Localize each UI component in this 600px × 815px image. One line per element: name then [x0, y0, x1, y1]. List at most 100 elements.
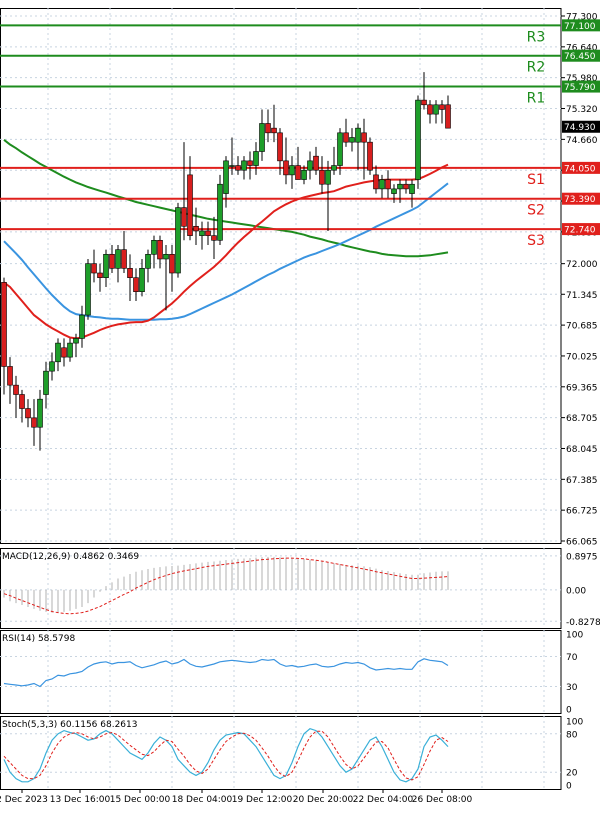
level-price-label: 77.100: [564, 22, 596, 32]
candle-body: [235, 165, 241, 171]
candle-body: [199, 230, 205, 236]
candle-body: [319, 169, 325, 185]
macd-y-tick-label: 0.00: [566, 586, 586, 596]
candle-body: [205, 230, 211, 236]
candle-body: [415, 99, 421, 180]
candle-body: [25, 408, 31, 419]
candle-body: [145, 254, 151, 269]
level-price-label: 76.450: [564, 52, 596, 62]
level-price-badge: [562, 49, 600, 62]
candle-body: [61, 347, 67, 358]
stoch-y-tick-label: 80: [566, 730, 578, 740]
stoch-d-line: [3, 730, 449, 781]
x-tick-label: 13 Dec 16:00: [50, 795, 111, 805]
level-price-label: 75.790: [564, 83, 596, 93]
level-name-s1: S1: [527, 172, 545, 188]
candle-body: [103, 254, 109, 278]
current-price-label: 74.930: [564, 123, 596, 133]
candle-body: [1, 282, 7, 367]
candle-body: [97, 272, 103, 278]
candle-body: [373, 174, 379, 190]
candle-body: [127, 268, 133, 278]
x-tick-label: 19 Dec 12:00: [232, 795, 293, 805]
y-tick-label: 66.725: [566, 507, 598, 517]
level-name-r2: R2: [527, 60, 546, 76]
level-price-badge: [562, 19, 600, 32]
candle-body: [73, 338, 79, 344]
candle-body: [91, 263, 97, 274]
candle-body: [427, 104, 433, 115]
candle-body: [67, 342, 73, 358]
macd-y-tick-label: -0.8278: [566, 618, 600, 628]
level-price-badge: [562, 223, 600, 236]
candle-body: [55, 342, 61, 363]
rsi-y-tick-label: 100: [566, 631, 583, 641]
candle-body: [325, 169, 331, 185]
rsi-line: [3, 658, 449, 688]
candle-body: [253, 151, 259, 166]
macd-y-tick-label: 0.8975: [566, 552, 598, 562]
candle-body: [13, 384, 19, 395]
candle-body: [379, 179, 385, 190]
candle-body: [139, 268, 145, 293]
ma-green-line: [3, 139, 449, 258]
x-tick-label: 22 Dec 04:00: [353, 795, 414, 805]
candle-body: [175, 207, 181, 274]
y-tick-label: 76.640: [566, 43, 598, 53]
candle-body: [19, 394, 25, 409]
y-tick-label: 66.065: [566, 538, 598, 548]
stoch-k-line: [3, 728, 449, 783]
y-tick-label: 68.705: [566, 414, 598, 424]
candle-body: [169, 254, 175, 274]
level-price-label: 73.390: [564, 195, 596, 205]
candle-body: [421, 99, 427, 106]
candle-body: [85, 263, 91, 316]
candle-body: [79, 314, 85, 339]
y-tick-label: 70.685: [566, 322, 598, 332]
x-tick-label: 20 Dec 20:00: [293, 795, 354, 805]
y-tick-label: 74.660: [566, 136, 598, 146]
rsi-label: RSI(14) 58.5798: [2, 634, 75, 644]
candle-body: [241, 160, 247, 171]
panel-frame-rsi: [0, 630, 562, 714]
candle-body: [265, 123, 271, 134]
level-price-label: 72.740: [564, 226, 596, 236]
y-tick-label: 68.045: [566, 445, 598, 455]
stoch-y-tick-label: 100: [566, 718, 583, 728]
y-tick-label: 67.385: [566, 476, 598, 486]
candle-body: [337, 132, 343, 166]
candle-body: [247, 160, 253, 166]
candle-body: [445, 104, 451, 129]
stoch-y-tick-label: 20: [566, 769, 578, 779]
y-tick-label: 69.365: [566, 383, 598, 393]
ma-blue-line: [3, 182, 449, 321]
candle-body: [361, 132, 367, 143]
candle-body: [211, 235, 217, 241]
candle-body: [409, 183, 415, 194]
macd-signal-line: [3, 557, 449, 615]
candle-body: [181, 207, 187, 227]
y-tick-label: 70.025: [566, 352, 598, 362]
rsi-y-tick-label: 30: [566, 683, 578, 693]
rsi-y-tick-label: 0: [566, 706, 572, 716]
candle-body: [223, 160, 229, 194]
macd-label: MACD(12,26,9) 0.4862 0.3469: [2, 552, 139, 562]
candle-body: [433, 104, 439, 115]
y-tick-label: 75.320: [566, 105, 598, 115]
candle-body: [301, 169, 307, 180]
level-price-badge: [562, 192, 600, 205]
stoch-y-tick-label: 0: [566, 782, 572, 792]
candle-body: [403, 183, 409, 190]
level-price-label: 74.050: [564, 164, 596, 174]
x-tick-label: 15 Dec 00:00: [110, 795, 171, 805]
candle-body: [295, 165, 301, 180]
candle-body: [289, 165, 295, 176]
candle-body: [313, 155, 319, 171]
candle-body: [193, 225, 199, 232]
candle-body: [259, 123, 265, 152]
candle-body: [217, 183, 223, 241]
level-name-r1: R1: [527, 91, 546, 107]
y-tick-label: 72.000: [566, 260, 598, 270]
